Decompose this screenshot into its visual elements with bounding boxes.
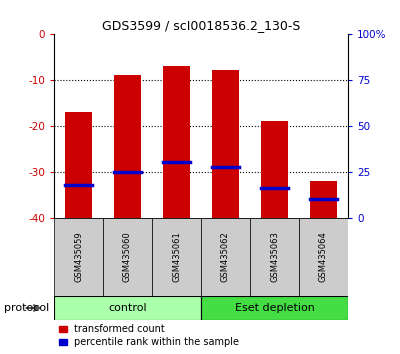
Bar bbox=[54, 296, 201, 320]
Text: GSM435062: GSM435062 bbox=[221, 231, 230, 282]
Bar bbox=[212, 70, 239, 218]
Text: control: control bbox=[108, 303, 147, 313]
Bar bbox=[65, 112, 92, 218]
Bar bbox=[54, 218, 103, 296]
Text: GSM435059: GSM435059 bbox=[74, 231, 83, 282]
Bar bbox=[299, 218, 348, 296]
Bar bbox=[103, 218, 152, 296]
Bar bbox=[201, 296, 348, 320]
Bar bbox=[163, 66, 190, 218]
Title: GDS3599 / scI0018536.2_130-S: GDS3599 / scI0018536.2_130-S bbox=[102, 19, 300, 33]
Legend: transformed count, percentile rank within the sample: transformed count, percentile rank withi… bbox=[59, 325, 240, 347]
Text: GSM435064: GSM435064 bbox=[319, 231, 328, 282]
Text: GSM435060: GSM435060 bbox=[123, 231, 132, 282]
Text: Eset depletion: Eset depletion bbox=[234, 303, 314, 313]
Bar bbox=[250, 218, 299, 296]
Text: protocol: protocol bbox=[4, 303, 49, 313]
Bar bbox=[310, 181, 337, 218]
Bar bbox=[201, 218, 250, 296]
Bar bbox=[152, 218, 201, 296]
Bar bbox=[261, 121, 288, 218]
Bar bbox=[114, 75, 141, 218]
Text: GSM435061: GSM435061 bbox=[172, 231, 181, 282]
Text: GSM435063: GSM435063 bbox=[270, 231, 279, 282]
